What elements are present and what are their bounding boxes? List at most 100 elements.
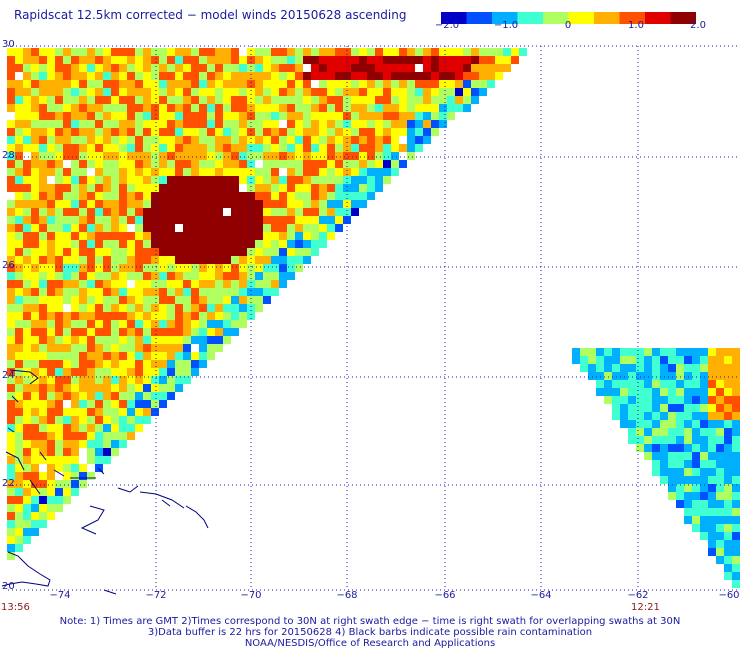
wind-cell: [111, 72, 119, 80]
wind-cell: [103, 152, 111, 160]
wind-cell: [151, 256, 159, 264]
wind-cell: [668, 348, 676, 356]
wind-cell: [724, 556, 732, 564]
wind-cell: [71, 384, 79, 392]
wind-cell: [191, 280, 199, 288]
wind-cell: [79, 312, 87, 320]
wind-cell: [127, 312, 135, 320]
wind-cell: [223, 240, 231, 248]
wind-cell: [239, 160, 247, 168]
wind-cell: [271, 48, 279, 56]
wind-cell: [207, 288, 215, 296]
wind-cell: [287, 48, 295, 56]
wind-cell: [676, 388, 684, 396]
wind-cell: [175, 360, 183, 368]
wind-cell: [199, 200, 207, 208]
wind-cell: [87, 296, 95, 304]
wind-cell: [119, 64, 127, 72]
wind-cell: [31, 64, 39, 72]
wind-cell: [279, 112, 287, 120]
wind-cell: [708, 396, 716, 404]
wind-cell: [311, 64, 319, 72]
wind-cell: [231, 320, 239, 328]
wind-cell: [724, 372, 732, 380]
wind-cell: [103, 320, 111, 328]
wind-cell: [700, 492, 708, 500]
wind-cell: [15, 472, 23, 480]
wind-cell: [191, 368, 199, 376]
wind-cell: [23, 216, 31, 224]
wind-cell: [311, 168, 319, 176]
wind-cell: [63, 176, 71, 184]
wind-cell: [692, 500, 700, 508]
wind-cell: [15, 528, 23, 536]
wind-cell: [23, 376, 31, 384]
wind-cell: [7, 80, 15, 88]
wind-cell: [439, 72, 447, 80]
wind-cell: [231, 128, 239, 136]
wind-cell: [31, 224, 39, 232]
wind-cell: [79, 64, 87, 72]
wind-cell: [39, 280, 47, 288]
wind-cell: [223, 88, 231, 96]
wind-cell: [159, 328, 167, 336]
wind-cell: [7, 480, 15, 488]
wind-cell: [127, 184, 135, 192]
wind-cell: [151, 72, 159, 80]
wind-cell: [684, 412, 692, 420]
wind-cell: [39, 448, 47, 456]
wind-cell: [143, 272, 151, 280]
wind-cell: [7, 104, 15, 112]
wind-cell: [7, 48, 15, 56]
wind-cell: [31, 152, 39, 160]
wind-cell: [15, 224, 23, 232]
wind-cell: [63, 272, 71, 280]
wind-cell: [15, 400, 23, 408]
wind-cell: [111, 104, 119, 112]
wind-cell: [367, 192, 375, 200]
wind-cell: [295, 120, 303, 128]
wind-cell: [247, 48, 255, 56]
wind-cell: [255, 144, 263, 152]
wind-cell: [95, 96, 103, 104]
wind-cell: [63, 280, 71, 288]
wind-cell: [519, 48, 527, 56]
wind-cell: [327, 64, 335, 72]
wind-cell: [628, 436, 636, 444]
wind-cell: [676, 492, 684, 500]
wind-cell: [119, 184, 127, 192]
wind-cell: [239, 208, 247, 216]
wind-cell: [183, 328, 191, 336]
wind-cell: [375, 136, 383, 144]
wind-cell: [167, 232, 175, 240]
wind-cell: [55, 96, 63, 104]
wind-cell: [359, 88, 367, 96]
wind-cell: [55, 384, 63, 392]
wind-cell: [87, 384, 95, 392]
wind-cell: [47, 136, 55, 144]
wind-cell: [271, 128, 279, 136]
wind-cell: [167, 200, 175, 208]
wind-cell: [479, 64, 487, 72]
wind-cell: [175, 88, 183, 96]
wind-cell: [127, 88, 135, 96]
wind-cell: [31, 96, 39, 104]
wind-cell: [708, 524, 716, 532]
wind-cell: [343, 136, 351, 144]
wind-cell: [223, 216, 231, 224]
wind-cell: [255, 280, 263, 288]
wind-cell: [111, 304, 119, 312]
wind-cell: [79, 256, 87, 264]
wind-cell: [159, 376, 167, 384]
wind-cell: [87, 184, 95, 192]
wind-cell: [652, 468, 660, 476]
wind-cell: [87, 400, 95, 408]
wind-cell: [708, 476, 716, 484]
wind-cell: [23, 104, 31, 112]
wind-cell: [111, 160, 119, 168]
lon-label: −64: [530, 590, 552, 601]
wind-cell: [271, 96, 279, 104]
wind-cell: [295, 176, 303, 184]
wind-cell: [55, 160, 63, 168]
wind-cell: [135, 368, 143, 376]
